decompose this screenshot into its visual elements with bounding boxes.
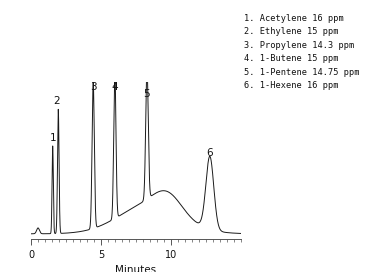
X-axis label: Minutes: Minutes — [115, 265, 156, 272]
Text: 1. Acetylene 16 ppm
2. Ethylene 15 ppm
3. Propylene 14.3 ppm
4. 1-Butene 15 ppm
: 1. Acetylene 16 ppm 2. Ethylene 15 ppm 3… — [244, 14, 360, 90]
Text: 5: 5 — [144, 89, 150, 99]
Text: 3: 3 — [90, 82, 97, 92]
Text: 6: 6 — [206, 147, 213, 157]
Text: 4: 4 — [111, 82, 118, 92]
Text: 2: 2 — [54, 97, 60, 106]
Text: 1: 1 — [49, 133, 56, 143]
